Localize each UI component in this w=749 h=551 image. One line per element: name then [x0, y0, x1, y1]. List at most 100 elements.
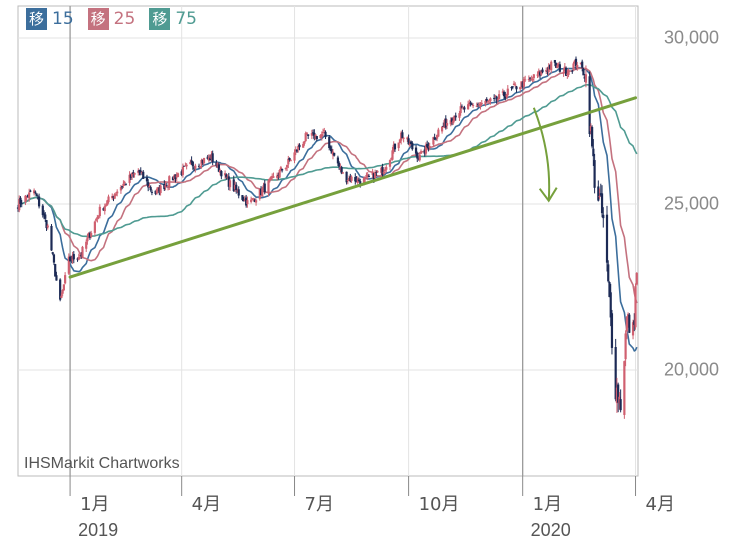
x-tick-label: 10月	[418, 494, 460, 515]
candle-body	[388, 160, 392, 167]
candle-body	[60, 295, 63, 299]
candle-body	[24, 195, 27, 203]
candle-body	[202, 157, 206, 164]
plot-border	[17, 5, 639, 477]
legend-ma15[interactable]: 移 15	[26, 8, 74, 30]
candle-body	[338, 162, 341, 167]
legend-ma25[interactable]: 移 25	[87, 8, 136, 30]
candle-body	[232, 179, 235, 191]
candle-body	[345, 171, 348, 183]
candle-body	[381, 167, 384, 176]
candle-body	[631, 322, 635, 336]
candle-body	[576, 64, 579, 69]
candle-body	[520, 81, 523, 87]
candle-body	[268, 179, 271, 182]
candle-body	[173, 175, 176, 180]
candle-body	[106, 200, 109, 206]
x-tick-label: 4月	[645, 494, 675, 515]
candle-body	[245, 197, 248, 206]
candle-body	[149, 187, 152, 191]
candle-body	[566, 73, 569, 75]
x-tick-label: 4月	[191, 494, 222, 515]
candle-body	[103, 206, 106, 212]
candle-body	[148, 186, 151, 188]
candle-body	[418, 154, 421, 161]
candle-body	[219, 170, 222, 173]
candle-body	[573, 60, 576, 64]
candle-body	[164, 184, 167, 188]
candle-body	[241, 195, 244, 200]
candle-body	[107, 196, 110, 203]
candle-body	[633, 320, 636, 325]
candle-body	[496, 99, 499, 101]
candle-body	[323, 130, 326, 132]
candle-body	[271, 175, 274, 178]
candle-body	[488, 100, 491, 102]
candle-body	[142, 171, 145, 179]
candle-body	[357, 179, 361, 181]
candle-body	[321, 131, 325, 133]
candle-body	[556, 65, 559, 69]
candle-body	[602, 214, 605, 219]
candle-body	[25, 196, 28, 198]
candle-body	[52, 254, 56, 263]
candle-body	[527, 79, 530, 81]
candle-body	[382, 171, 385, 174]
candle-body	[139, 170, 142, 173]
candle-body	[624, 333, 627, 360]
candle-body	[449, 120, 452, 125]
legend-ma15-period: 15	[52, 9, 74, 29]
candle-body	[137, 170, 140, 173]
candle-body	[304, 133, 307, 142]
candle-body	[480, 102, 483, 104]
candle-body	[200, 159, 203, 165]
candle-body	[529, 77, 532, 79]
candle-body	[174, 174, 177, 180]
x-year-label: 2019	[78, 520, 119, 540]
legend-ma25-period: 25	[113, 9, 136, 29]
candle-body	[428, 146, 431, 148]
candle-body	[583, 76, 586, 79]
candle-body	[130, 172, 134, 177]
candle-body	[436, 134, 439, 139]
candle-body	[330, 148, 333, 154]
candle-body	[305, 132, 309, 134]
candle-body	[478, 103, 481, 105]
candle-body	[183, 165, 186, 167]
candle-body	[349, 176, 352, 182]
candle-body	[287, 158, 290, 165]
legend-ma75[interactable]: 移 75	[149, 8, 197, 30]
candle-body	[104, 204, 108, 206]
y-tick-label: 30,000	[663, 27, 719, 48]
x-tick-label: 1月	[80, 494, 110, 515]
candle-body	[493, 97, 496, 99]
candles	[16, 56, 638, 419]
candle-body	[42, 213, 46, 216]
candle-body	[618, 396, 621, 404]
candle-body	[80, 255, 83, 257]
candle-body	[62, 284, 65, 291]
candle-body	[70, 259, 73, 261]
candle-body	[259, 188, 263, 195]
candle-body	[574, 58, 578, 67]
candle-body	[97, 216, 100, 218]
candle-body	[133, 172, 136, 175]
candle-body	[168, 176, 171, 188]
candle-body	[406, 137, 409, 140]
candle-body	[424, 144, 428, 154]
candle-body	[515, 86, 518, 90]
candle-body	[33, 190, 36, 194]
y-tick-label: 25,000	[663, 193, 719, 214]
candle-body	[44, 214, 47, 219]
candle-body	[41, 205, 44, 216]
candle-body	[579, 62, 583, 65]
annotations	[68, 96, 638, 279]
candle-body	[225, 174, 228, 178]
candle-body	[59, 279, 62, 300]
candle-body	[258, 188, 261, 199]
down-arrow-head	[538, 187, 558, 203]
candle-body	[588, 76, 591, 135]
candle-body	[434, 138, 437, 140]
candle-body	[252, 199, 255, 201]
candle-body	[223, 173, 227, 176]
